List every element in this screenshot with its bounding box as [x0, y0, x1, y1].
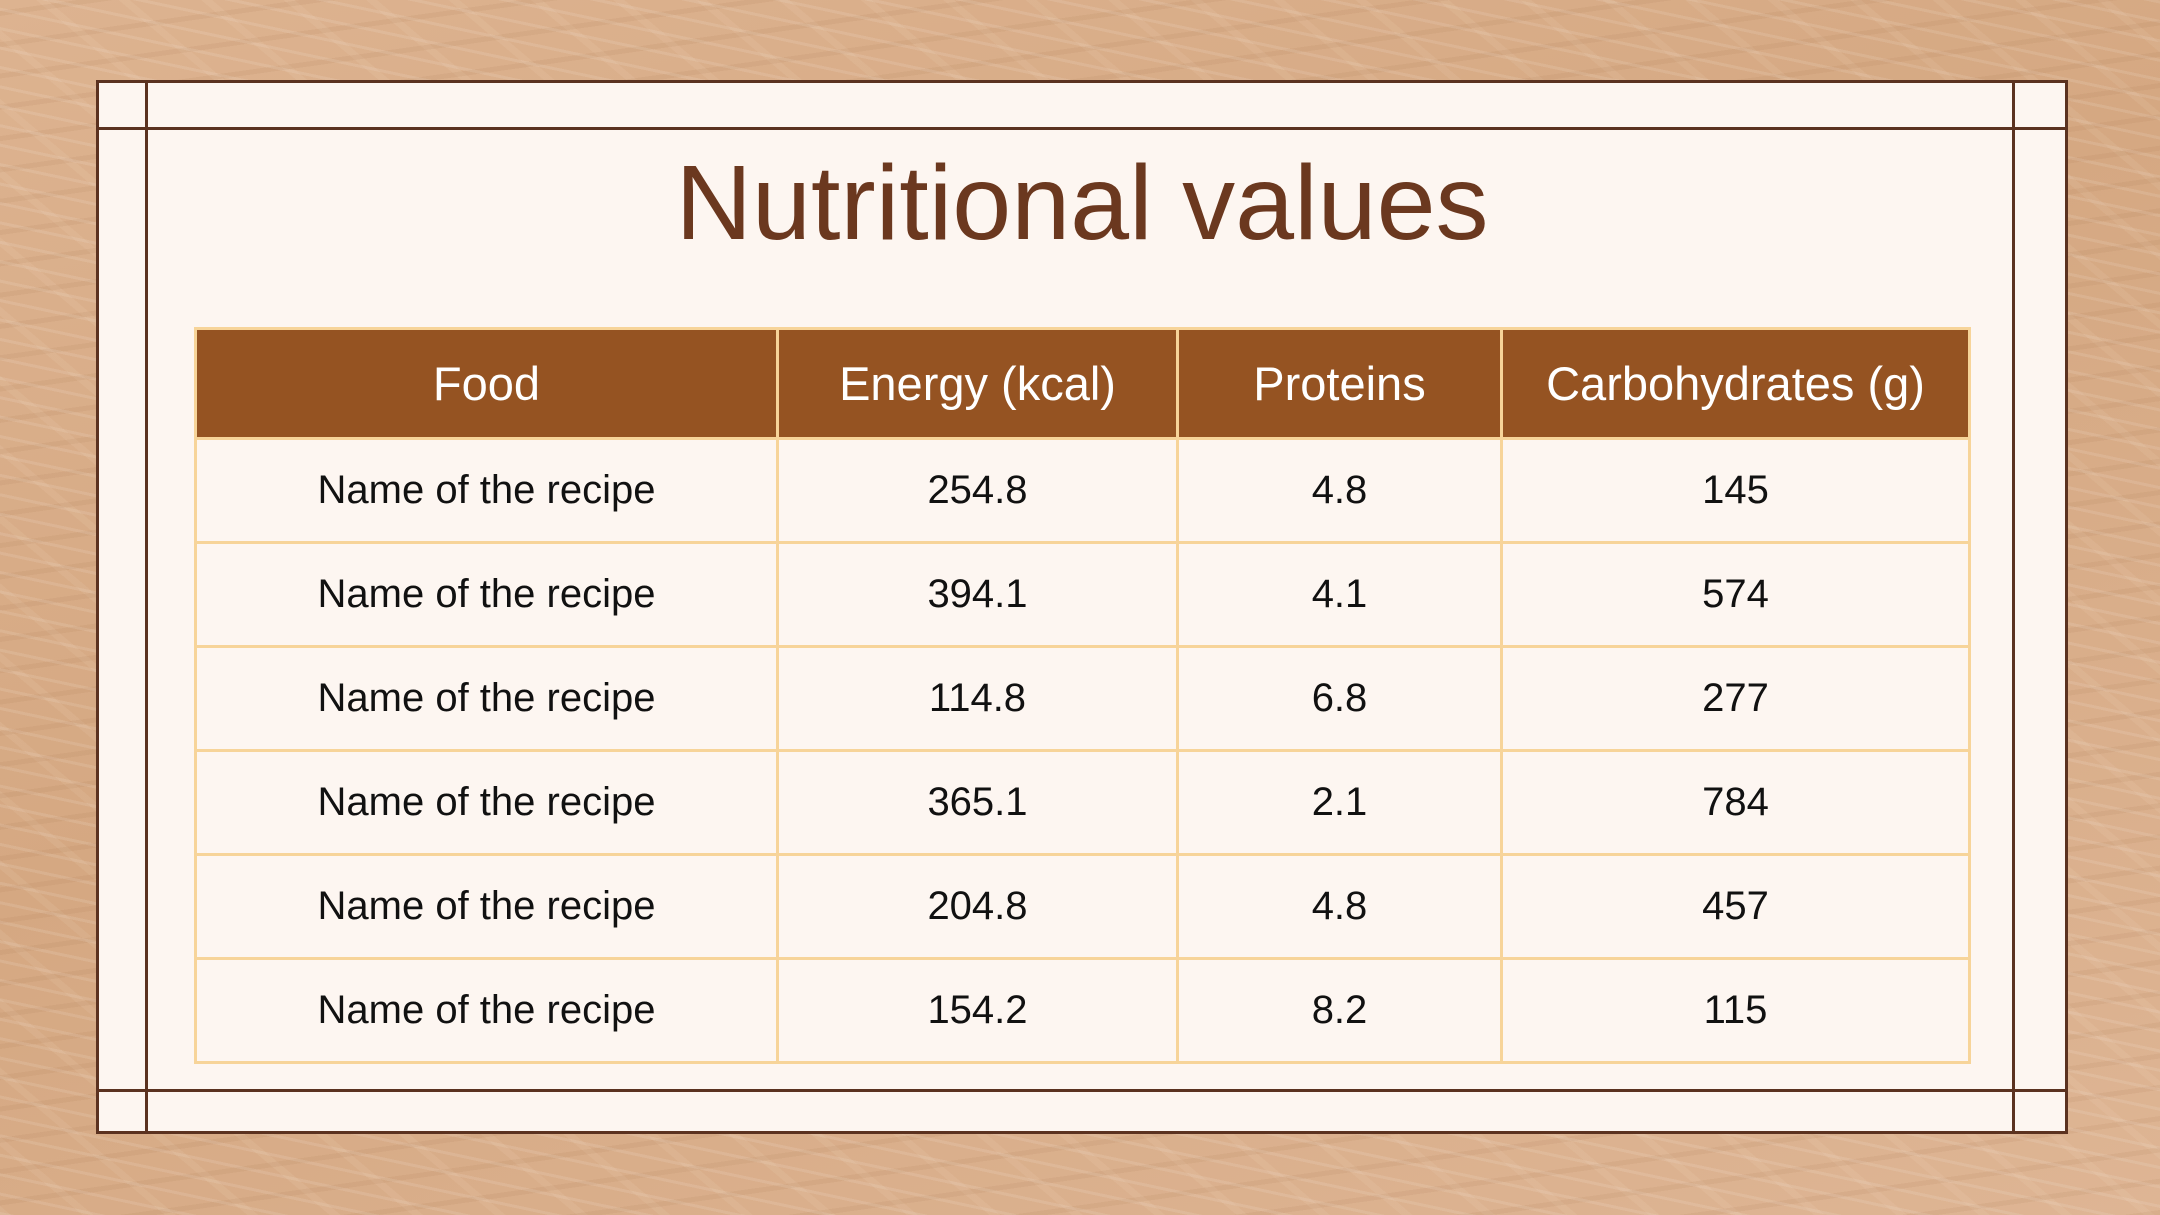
proteins-cell: 2.1 — [1176, 749, 1503, 856]
proteins-cell: 6.8 — [1176, 645, 1503, 752]
energy-cell: 254.8 — [776, 437, 1179, 544]
nutrition-table: Food Energy (kcal) Proteins Carbohydrate… — [194, 327, 1971, 1064]
frame-line-left — [145, 80, 148, 1134]
column-header-food: Food — [194, 327, 779, 440]
proteins-cell: 4.8 — [1176, 437, 1503, 544]
food-cell: Name of the recipe — [194, 749, 779, 856]
food-cell: Name of the recipe — [194, 645, 779, 752]
frame-line-bottom — [96, 1089, 2068, 1092]
carbohydrates-cell: 784 — [1500, 749, 1971, 856]
slide-title: Nutritional values — [675, 144, 1489, 262]
carbohydrates-cell: 115 — [1500, 957, 1971, 1064]
column-header-carbohydrates: Carbohydrates (g) — [1500, 327, 1971, 440]
energy-cell: 204.8 — [776, 853, 1179, 960]
table-header-row: Food Energy (kcal) Proteins Carbohydrate… — [194, 327, 1971, 440]
food-cell: Name of the recipe — [194, 437, 779, 544]
table-row: Name of the recipe 154.2 8.2 115 — [194, 957, 1971, 1064]
table-row: Name of the recipe 365.1 2.1 784 — [194, 749, 1971, 856]
frame-line-top — [96, 127, 2068, 130]
energy-cell: 154.2 — [776, 957, 1179, 1064]
energy-cell: 394.1 — [776, 541, 1179, 648]
food-cell: Name of the recipe — [194, 853, 779, 960]
food-cell: Name of the recipe — [194, 957, 779, 1064]
carbohydrates-cell: 457 — [1500, 853, 1971, 960]
proteins-cell: 4.1 — [1176, 541, 1503, 648]
carbohydrates-cell: 574 — [1500, 541, 1971, 648]
column-header-proteins: Proteins — [1176, 327, 1503, 440]
carbohydrates-cell: 277 — [1500, 645, 1971, 752]
food-cell: Name of the recipe — [194, 541, 779, 648]
frame-line-right — [2012, 80, 2015, 1134]
proteins-cell: 8.2 — [1176, 957, 1503, 1064]
table-row: Name of the recipe 204.8 4.8 457 — [194, 853, 1971, 960]
carbohydrates-cell: 145 — [1500, 437, 1971, 544]
table-row: Name of the recipe 394.1 4.1 574 — [194, 541, 1971, 648]
table-row: Name of the recipe 254.8 4.8 145 — [194, 437, 1971, 544]
table-row: Name of the recipe 114.8 6.8 277 — [194, 645, 1971, 752]
column-header-energy: Energy (kcal) — [776, 327, 1179, 440]
energy-cell: 114.8 — [776, 645, 1179, 752]
proteins-cell: 4.8 — [1176, 853, 1503, 960]
energy-cell: 365.1 — [776, 749, 1179, 856]
